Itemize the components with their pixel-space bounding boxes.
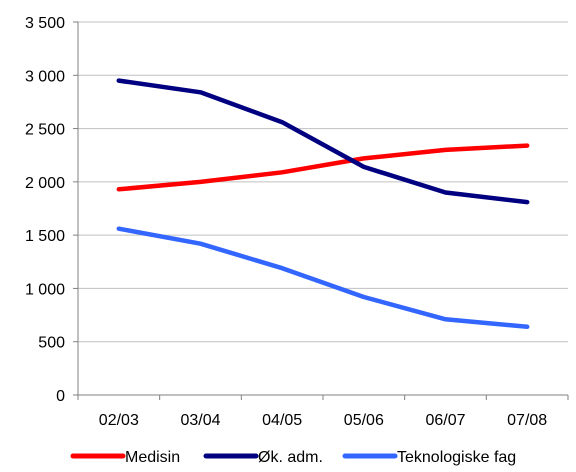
y-tick-label: 2 000 [25, 175, 65, 192]
x-tick-label: 07/08 [507, 412, 547, 429]
x-tick-label: 06/07 [425, 412, 465, 429]
series-line-3 [116, 226, 530, 330]
series-line-1 [116, 143, 530, 192]
y-tick-label: 3 500 [25, 15, 65, 32]
gridlines [78, 21, 568, 343]
y-tick-label: 3 000 [25, 68, 65, 85]
series-line-2 [116, 78, 530, 205]
x-tick-label: 02/03 [99, 412, 139, 429]
x-tick-label: 04/05 [262, 412, 302, 429]
legend-label: Øk. adm. [258, 449, 323, 466]
x-tick-label: 03/04 [180, 412, 220, 429]
y-tick-label: 1 000 [25, 281, 65, 298]
y-tick-label: 1 500 [25, 228, 65, 245]
axes: 0 500 1 000 1 500 2 000 2 500 3 000 3 500 02/03 0… [25, 15, 569, 429]
legend-label: Medisin [125, 449, 180, 466]
series-lines [116, 78, 530, 330]
y-tick-label: 2 500 [25, 122, 65, 139]
x-tick-label: 05/06 [344, 412, 384, 429]
y-tick-label: 500 [38, 335, 65, 352]
legend-label: Teknologiske fag [397, 449, 516, 466]
y-tick-label: 0 [56, 388, 65, 405]
legend: Medisin Øk. adm. Teknologiske fag [70, 449, 516, 466]
